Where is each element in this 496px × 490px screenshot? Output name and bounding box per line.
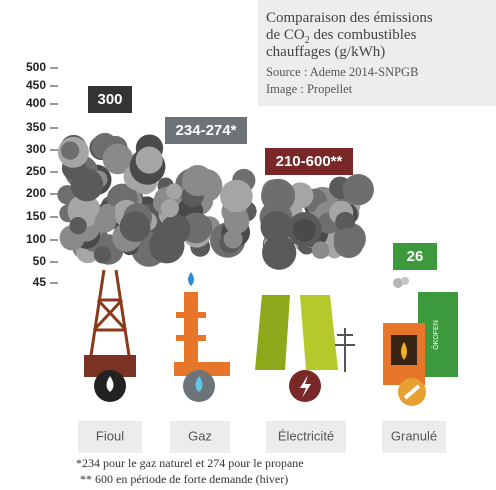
plant	[255, 295, 290, 370]
smoke-puff	[393, 278, 403, 288]
title-line: Comparaison des émissions	[266, 10, 433, 26]
axis: 500 450 400 350 300 250 200 150 100 50 45	[26, 60, 58, 289]
smoke-puff	[261, 178, 296, 213]
axis-label: 250	[26, 164, 46, 178]
source: Image : Propellet	[266, 82, 353, 96]
source: Source : Ademe 2014-SNPGB	[266, 65, 418, 79]
smoke-puff	[335, 211, 355, 232]
smoke-puff	[293, 218, 316, 242]
smoke-puff	[342, 174, 374, 206]
smoke-puff	[262, 235, 297, 270]
axis-label: 45	[33, 275, 47, 289]
category-box	[382, 421, 446, 453]
category-label: Granulé	[391, 428, 437, 443]
smoke-puff	[102, 143, 134, 175]
category-box	[170, 421, 230, 453]
value-label: 26	[407, 248, 424, 265]
gas-pipe	[176, 312, 206, 318]
title-panel	[258, 0, 496, 106]
category-label: Fioul	[96, 428, 124, 443]
flame	[188, 272, 194, 286]
bolt	[300, 375, 311, 398]
footnote: *234 pour le gaz naturel et 274 pour le …	[76, 456, 304, 470]
category-box	[78, 421, 142, 453]
smoke-puff	[61, 141, 80, 160]
smoke-puff	[160, 199, 179, 218]
plant	[300, 295, 338, 370]
axis-label: 350	[26, 120, 46, 134]
badge	[88, 86, 132, 113]
pellet	[403, 384, 421, 400]
axis-label: 450	[26, 78, 46, 92]
fire	[401, 342, 407, 360]
smoke-puff	[223, 229, 243, 249]
category-label: Électricité	[278, 428, 334, 443]
badge	[165, 117, 247, 144]
gas-pipe	[176, 335, 206, 341]
value-label: 210-600**	[276, 153, 343, 170]
smoke-puff	[135, 146, 163, 174]
smoke-puff	[93, 246, 112, 264]
smoke-puff	[160, 214, 191, 245]
category-label: Gaz	[188, 428, 212, 443]
drop	[106, 376, 114, 392]
smoke-puff	[333, 227, 364, 259]
footnote: ** 600 en période de forte demande (hive…	[80, 472, 288, 486]
title-line: chauffages (g/kWh)	[266, 44, 385, 60]
axis-label: 50	[33, 254, 47, 268]
smoke	[57, 132, 409, 288]
axis-label: 500	[26, 60, 46, 74]
smoke-puff	[182, 165, 214, 197]
title-line: de CO2 des combustibles	[266, 27, 417, 46]
smoke-puff	[311, 241, 330, 259]
gas-pipe	[174, 362, 230, 376]
smoke-puff	[119, 211, 151, 242]
pylon	[335, 328, 355, 372]
smoke-puff	[260, 210, 293, 243]
gas-pipe	[184, 292, 198, 367]
axis-label: 400	[26, 96, 46, 110]
oil-base	[84, 355, 136, 377]
smoke-puff	[401, 277, 409, 285]
value-label: 300	[97, 91, 122, 108]
axis-label: 100	[26, 232, 46, 246]
brand: ÖKOFEN	[432, 320, 440, 350]
badge	[265, 148, 353, 175]
badge	[393, 243, 437, 270]
value-label: 234-274*	[176, 122, 237, 139]
axis-label: 200	[26, 186, 46, 200]
smoke-puff	[220, 179, 253, 213]
smoke-puff	[94, 210, 117, 233]
axis-label: 150	[26, 209, 46, 223]
axis-label: 300	[26, 142, 46, 156]
category-box	[266, 421, 346, 453]
drop	[195, 376, 203, 392]
smoke-puff	[166, 183, 183, 200]
smoke-puff	[69, 216, 87, 235]
smoke-puff	[223, 208, 250, 234]
smoke-puff	[70, 168, 104, 202]
